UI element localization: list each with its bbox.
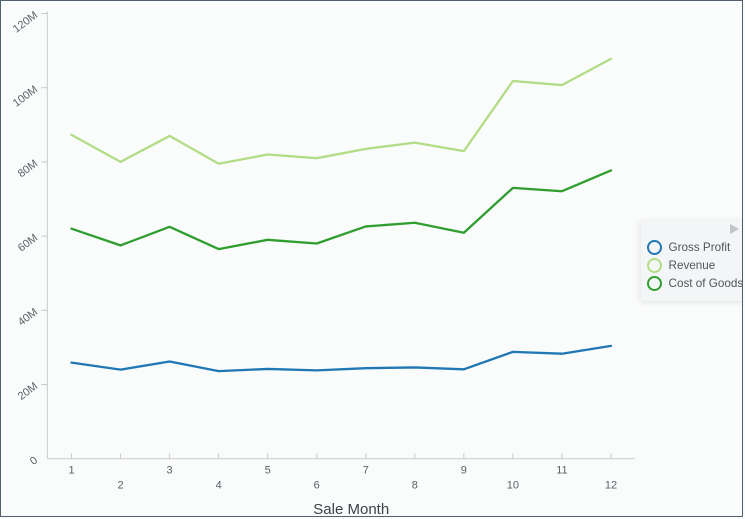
svg-text:3: 3 xyxy=(167,465,173,477)
svg-text:10: 10 xyxy=(507,480,519,492)
svg-text:40M: 40M xyxy=(16,306,40,328)
svg-text:2: 2 xyxy=(117,480,123,492)
svg-text:8: 8 xyxy=(412,480,418,492)
svg-text:7: 7 xyxy=(363,465,369,477)
svg-text:100M: 100M xyxy=(11,84,40,110)
svg-text:12: 12 xyxy=(605,480,617,492)
svg-text:9: 9 xyxy=(461,465,467,477)
svg-text:60M: 60M xyxy=(16,232,40,254)
svg-text:0: 0 xyxy=(28,455,40,468)
svg-text:80M: 80M xyxy=(16,158,40,180)
svg-text:120M: 120M xyxy=(11,9,40,35)
svg-text:4: 4 xyxy=(216,480,222,492)
svg-text:20M: 20M xyxy=(16,380,40,402)
svg-text:Sale Month: Sale Month xyxy=(313,501,389,517)
svg-text:1: 1 xyxy=(68,465,74,477)
svg-text:11: 11 xyxy=(556,465,567,477)
svg-text:6: 6 xyxy=(314,480,320,492)
svg-text:5: 5 xyxy=(265,465,271,477)
